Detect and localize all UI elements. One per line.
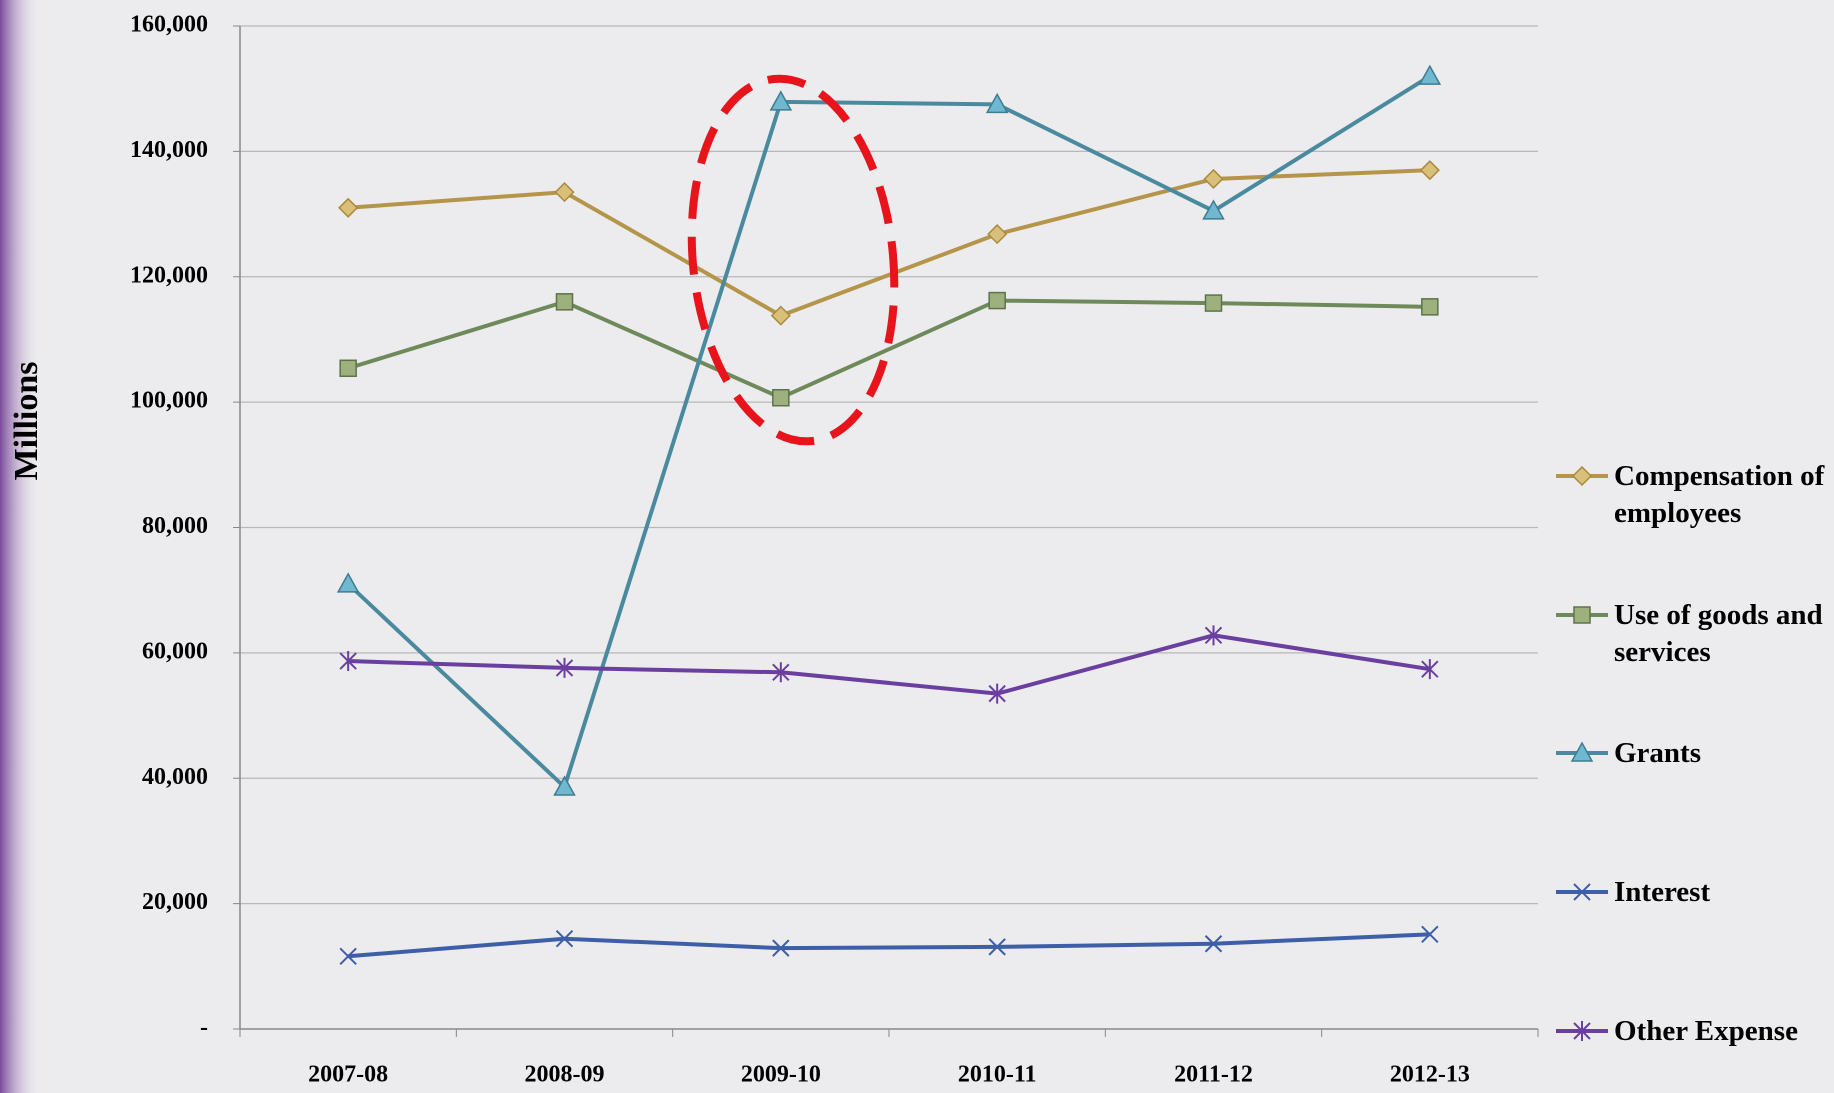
series-line — [346, 74, 1431, 791]
y-tick-label: - — [200, 1015, 208, 1041]
marker — [555, 930, 574, 948]
marker — [987, 224, 1008, 245]
marker — [1203, 168, 1224, 190]
x-tick-label: 2007-08 — [308, 1062, 388, 1088]
marker — [336, 572, 360, 593]
marker — [988, 683, 1006, 704]
grid: - 20,000 40,000 60,000 80,000 100,000 120,000 1… — [130, 12, 1539, 1088]
legend-marker — [1570, 741, 1594, 762]
legend-marker — [1573, 1021, 1591, 1041]
y-tick-label: 100,000 — [130, 388, 208, 414]
x-tick-label: 2012-13 — [1390, 1062, 1470, 1088]
marker — [770, 305, 791, 326]
y-tick-label: 140,000 — [130, 137, 208, 163]
marker — [555, 657, 574, 678]
marker — [988, 938, 1006, 956]
series-line — [348, 633, 1431, 696]
marker — [772, 662, 790, 683]
series-line — [348, 932, 1430, 959]
y-tick-label: 160,000 — [130, 12, 208, 38]
legend-marker — [1573, 606, 1591, 624]
marker — [1204, 294, 1223, 312]
x-tick-label: 2011-12 — [1174, 1062, 1253, 1088]
marker — [555, 293, 574, 311]
marker — [772, 388, 790, 407]
y-tick-label: 20,000 — [142, 889, 208, 915]
marker — [553, 775, 576, 796]
y-axis-label: Millions — [8, 361, 45, 480]
marker — [988, 291, 1006, 310]
legend-label: Use of goods and services — [1614, 599, 1823, 668]
x-tick-label: 2010-11 — [958, 1062, 1037, 1088]
legend-label: Compensation of employees — [1614, 460, 1825, 529]
legend-label: Grants — [1614, 737, 1701, 769]
marker — [1419, 160, 1440, 181]
series-line — [348, 168, 1430, 318]
y-tick-label: 60,000 — [142, 638, 208, 664]
marker — [772, 939, 790, 957]
x-tick-label: 2009-10 — [741, 1062, 821, 1088]
legend-marker — [1571, 465, 1593, 487]
marker — [1204, 935, 1223, 953]
marker — [339, 359, 357, 378]
series-line — [347, 298, 1430, 400]
legend-marker — [1573, 883, 1591, 901]
marker — [554, 182, 575, 203]
y-tick-label: 80,000 — [142, 513, 208, 539]
y-tick-label: 40,000 — [142, 764, 208, 790]
marker — [1204, 625, 1223, 646]
marker — [1421, 298, 1439, 316]
marker — [769, 90, 793, 111]
marker — [339, 651, 357, 672]
y-tick-label: 120,000 — [130, 262, 208, 288]
marker — [338, 197, 359, 218]
marker — [1421, 925, 1439, 944]
marker — [1421, 659, 1439, 680]
marker — [339, 947, 357, 965]
marker — [985, 92, 1009, 114]
marker — [1418, 64, 1442, 85]
highlight-ellipse — [687, 74, 899, 446]
series — [336, 64, 1442, 965]
legend-label: Interest — [1614, 876, 1711, 908]
marker — [1202, 199, 1225, 220]
x-tick-label: 2008-09 — [525, 1062, 605, 1088]
legend-label: Other Expense — [1614, 1015, 1798, 1047]
background-edge — [0, 0, 40, 1093]
